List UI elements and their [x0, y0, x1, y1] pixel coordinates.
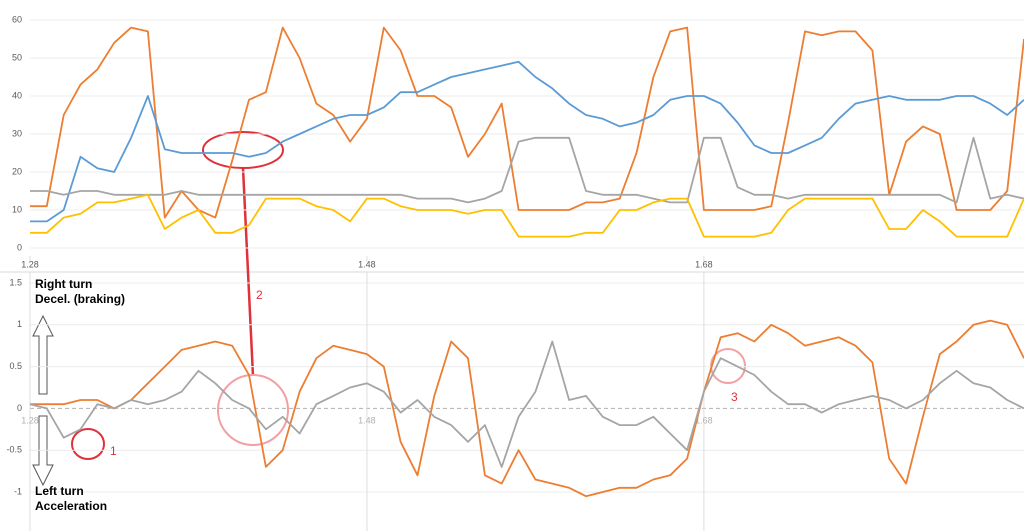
y-tick-label: -0.5	[6, 445, 22, 455]
y-tick-label: 40	[12, 90, 22, 100]
y-tick-label: 0	[17, 403, 22, 413]
y-tick-label: 1	[17, 319, 22, 329]
y-tick-label: 1.5	[9, 277, 22, 287]
annotation: Right turn	[35, 277, 92, 291]
series-line	[30, 136, 1024, 204]
circle-1	[71, 428, 105, 460]
up-arrow	[32, 314, 54, 395]
series-line	[30, 193, 1024, 238]
y-tick-label: 20	[12, 166, 22, 176]
annotation: Decel. (braking)	[35, 292, 125, 306]
y-tick-label: 10	[12, 204, 22, 214]
annotation: 2	[256, 288, 263, 302]
y-tick-label: 60	[12, 14, 22, 24]
y-tick-label: 50	[12, 52, 22, 62]
annotation: 1	[110, 444, 117, 458]
connector	[241, 167, 255, 377]
plots: 0 10 20 30 40 50 60 1.28 1.48 1.68 -1 -0.5 0 0.5 1 1.5 1…	[6, 14, 1024, 531]
x-tick-label: 1.48	[358, 415, 376, 425]
x-tick-label: 1.68	[695, 415, 713, 425]
y-tick-label: 30	[12, 128, 22, 138]
circle-2	[217, 374, 289, 446]
annotation: Acceleration	[35, 499, 107, 513]
series-line	[30, 60, 1024, 223]
series-line	[30, 319, 1024, 498]
y-tick-label: 0	[17, 242, 22, 252]
x-tick-label: 1.28	[21, 415, 39, 425]
annotation: Left turn	[35, 484, 84, 498]
x-tick-label: 1.48	[358, 259, 376, 269]
x-tick-label: 1.28	[21, 259, 39, 269]
annotation: 3	[731, 390, 738, 404]
series-line	[29, 340, 1024, 468]
y-tick-label: 0.5	[9, 361, 22, 371]
x-tick-label: 1.68	[695, 259, 713, 269]
y-tick-label: -1	[14, 486, 22, 496]
series-line	[30, 26, 1024, 219]
